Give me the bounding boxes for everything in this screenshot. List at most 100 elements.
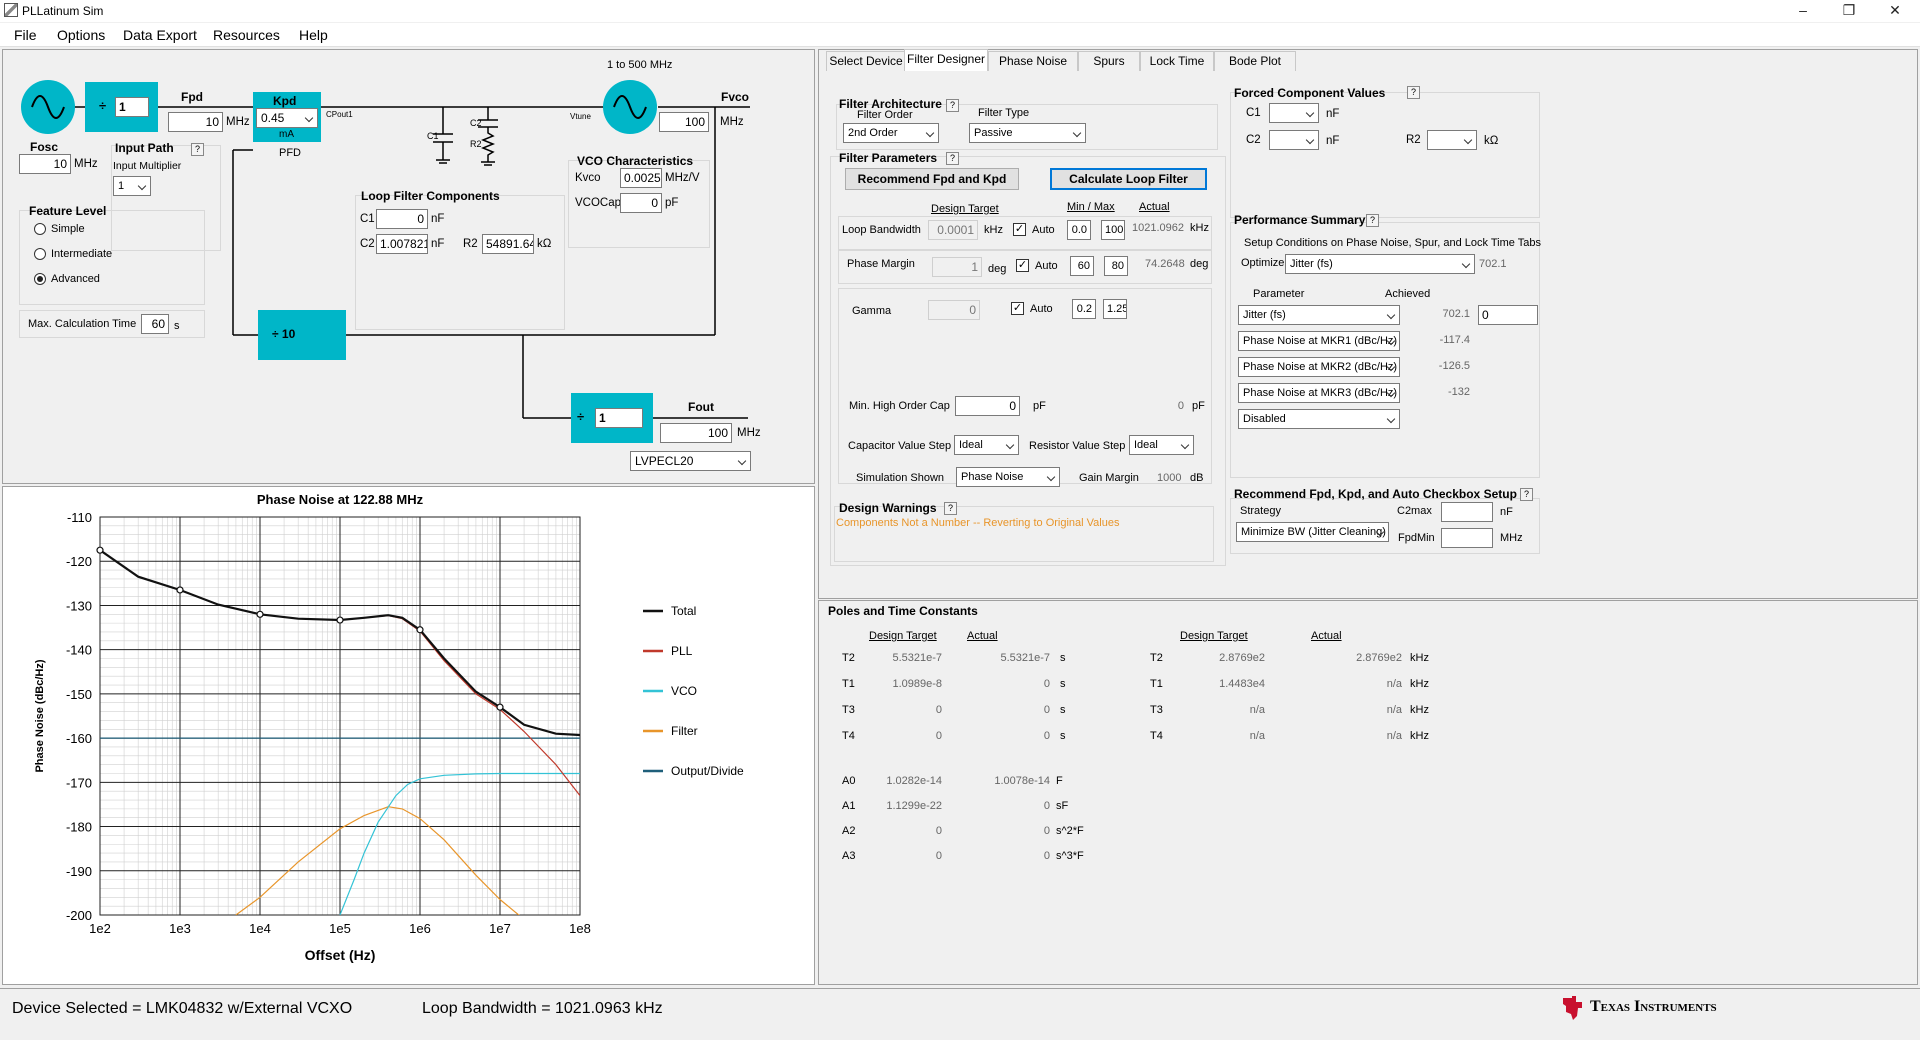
radio-advanced[interactable] xyxy=(34,273,46,285)
filter-architecture-help-button[interactable]: ? xyxy=(946,99,959,112)
close-button[interactable]: ✕ xyxy=(1889,2,1901,18)
output-divider-input[interactable]: 1 xyxy=(595,408,643,428)
performance-summary-help-button[interactable]: ? xyxy=(1366,214,1379,227)
pole-left-unit-3: s xyxy=(1060,730,1066,742)
design-warnings-help-button[interactable]: ? xyxy=(944,502,957,515)
r-divider-input[interactable]: 1 xyxy=(115,97,149,117)
y-tick-label: -110 xyxy=(67,510,92,525)
menu-help[interactable]: Help xyxy=(299,27,328,43)
kvco-input[interactable]: 0.0025 xyxy=(620,168,662,188)
forced-c1-select[interactable] xyxy=(1269,103,1319,123)
tab-lock-time[interactable]: Lock Time xyxy=(1140,51,1214,71)
x-tick-label: 1e5 xyxy=(329,921,351,936)
series-line-vco xyxy=(339,772,580,915)
loop-bw-auto-checkbox[interactable]: ✓ xyxy=(1013,223,1026,236)
phase-noise-chart: 1e2 1e3 1e4 1e5 1e6 1e7 1e8 -110 -120 -130 -140 -15… xyxy=(34,492,744,963)
sine-wave-icon xyxy=(613,95,647,119)
gamma-auto-label: Auto xyxy=(1030,303,1053,315)
loop-bw-min-input[interactable]: 0.0 xyxy=(1067,220,1091,240)
perf-target-input-0[interactable]: 0 xyxy=(1478,305,1538,325)
forced-r2-select[interactable] xyxy=(1427,130,1477,150)
simulation-shown-select[interactable]: Phase Noise xyxy=(956,467,1060,487)
phase-margin-max-input[interactable]: 80 xyxy=(1104,256,1128,276)
phase-margin-target[interactable]: 1 xyxy=(932,257,982,277)
x-tick-label: 1e2 xyxy=(89,921,111,936)
fpd-input[interactable]: 10 xyxy=(168,112,223,132)
forced-r2-unit: kΩ xyxy=(1484,135,1499,147)
minimize-button[interactable]: – xyxy=(1799,2,1807,18)
gamma-max-input[interactable]: 1.25 xyxy=(1103,299,1127,319)
perf-param-select-0[interactable]: Jitter (fs) xyxy=(1238,305,1400,325)
menu-resources[interactable]: Resources xyxy=(213,27,280,43)
recommend-setup-group xyxy=(1230,498,1540,554)
perf-param-select-3[interactable]: Phase Noise at MKR3 (dBc/Hz) xyxy=(1238,383,1400,403)
cap-step-label: Capacitor Value Step xyxy=(848,440,952,452)
loop-bw-target[interactable]: 0.0001 xyxy=(928,220,978,240)
kpd-select[interactable]: 0.45 xyxy=(256,108,318,128)
perf-param-select-1[interactable]: Phase Noise at MKR1 (dBc/Hz) xyxy=(1238,331,1400,351)
forced-c2-select[interactable] xyxy=(1269,130,1319,150)
loop-bw-max-input[interactable]: 100 xyxy=(1101,220,1125,240)
forced-values-help-button[interactable]: ? xyxy=(1407,86,1420,99)
strategy-select[interactable]: Minimize BW (Jitter Cleaning) xyxy=(1236,522,1389,542)
phase-margin-min-input[interactable]: 60 xyxy=(1070,256,1094,276)
calculate-loop-filter-button[interactable]: Calculate Loop Filter xyxy=(1050,168,1207,190)
filter-type-select[interactable]: Passive xyxy=(969,123,1086,143)
fpdmin-input[interactable] xyxy=(1441,528,1493,548)
setup-conditions-text: Setup Conditions on Phase Noise, Spur, a… xyxy=(1244,237,1541,249)
optimize-select[interactable]: Jitter (fs) xyxy=(1285,254,1475,274)
menu-file[interactable]: File xyxy=(14,27,37,43)
loop-bandwidth-status: Loop Bandwidth = 1021.0963 kHz xyxy=(422,1000,663,1017)
pole-right-unit-1: kHz xyxy=(1410,678,1429,690)
fout-input[interactable]: 100 xyxy=(660,423,732,443)
maximize-button[interactable]: ❐ xyxy=(1842,2,1856,18)
forced-c2-label: C2 xyxy=(1246,134,1261,146)
c2max-input[interactable] xyxy=(1441,502,1493,522)
coeff-name-1: A1 xyxy=(842,800,856,812)
fvco-input[interactable]: 100 xyxy=(659,112,709,132)
filter-parameters-help-button[interactable]: ? xyxy=(946,152,959,165)
phase-margin-auto-checkbox[interactable]: ✓ xyxy=(1016,259,1029,272)
max-calc-input[interactable]: 60 xyxy=(141,314,169,334)
phase-margin-unit: deg xyxy=(988,263,1007,275)
min-cap-label: Min. High Order Cap xyxy=(849,400,950,412)
gamma-min-input[interactable]: 0.2 xyxy=(1072,299,1096,319)
vco-range-label: 1 to 500 MHz xyxy=(607,59,673,71)
lf-c1-input[interactable]: 0 xyxy=(376,209,428,229)
radio-simple[interactable] xyxy=(34,223,46,235)
y-tick-label: -150 xyxy=(66,687,92,702)
res-step-select[interactable]: Ideal xyxy=(1129,435,1194,455)
filter-order-select[interactable]: 2nd Order xyxy=(843,123,939,143)
radio-intermediate[interactable] xyxy=(34,248,46,260)
recommend-fpd-kpd-button[interactable]: Recommend Fpd and Kpd xyxy=(845,168,1019,190)
fosc-input[interactable]: 10 xyxy=(19,154,71,174)
tab-phase-noise[interactable]: Phase Noise xyxy=(988,51,1078,71)
perf-param-select-2[interactable]: Phase Noise at MKR2 (dBc/Hz) xyxy=(1238,357,1400,377)
loop-bw-auto-label: Auto xyxy=(1032,224,1055,236)
tab-select-device[interactable]: Select Device xyxy=(826,51,906,71)
tab-filter-designer[interactable]: Filter Designer xyxy=(904,49,988,71)
recommend-setup-help-button[interactable]: ? xyxy=(1520,488,1533,501)
phase-noise-chart-panel: 1e2 1e3 1e4 1e5 1e6 1e7 1e8 -110 -120 -130 -140 -15… xyxy=(2,486,815,985)
input-multiplier-select[interactable]: 1 xyxy=(113,176,151,196)
lf-c2-input[interactable]: 1.007821 xyxy=(376,234,428,254)
tab-spurs[interactable]: Spurs xyxy=(1078,51,1140,71)
tab-bode-plot[interactable]: Bode Plot xyxy=(1214,51,1296,71)
perf-param-select-4[interactable]: Disabled xyxy=(1238,409,1400,429)
gamma-label: Gamma xyxy=(852,305,892,317)
vcocap-input[interactable]: 0 xyxy=(620,193,662,213)
menu-data-export[interactable]: Data Export xyxy=(123,27,197,43)
total-marker-point xyxy=(416,626,424,634)
min-cap-input[interactable]: 0 xyxy=(955,396,1020,416)
gamma-target[interactable]: 0 xyxy=(928,300,980,320)
fpdmin-label: FpdMin xyxy=(1398,532,1435,544)
lf-r2-input[interactable]: 54891.64 xyxy=(482,234,534,254)
pole-left-actual-3: 0 xyxy=(1043,730,1050,742)
cap-step-select[interactable]: Ideal xyxy=(954,435,1019,455)
input-path-help-button[interactable]: ? xyxy=(191,143,204,156)
legend-entry-filter: Filter xyxy=(671,724,698,738)
output-format-select[interactable]: LVPECL20 xyxy=(630,451,751,471)
menu-options[interactable]: Options xyxy=(57,27,106,43)
ti-brand-text: Texas Instruments xyxy=(1590,998,1717,1015)
gamma-auto-checkbox[interactable]: ✓ xyxy=(1011,302,1024,315)
